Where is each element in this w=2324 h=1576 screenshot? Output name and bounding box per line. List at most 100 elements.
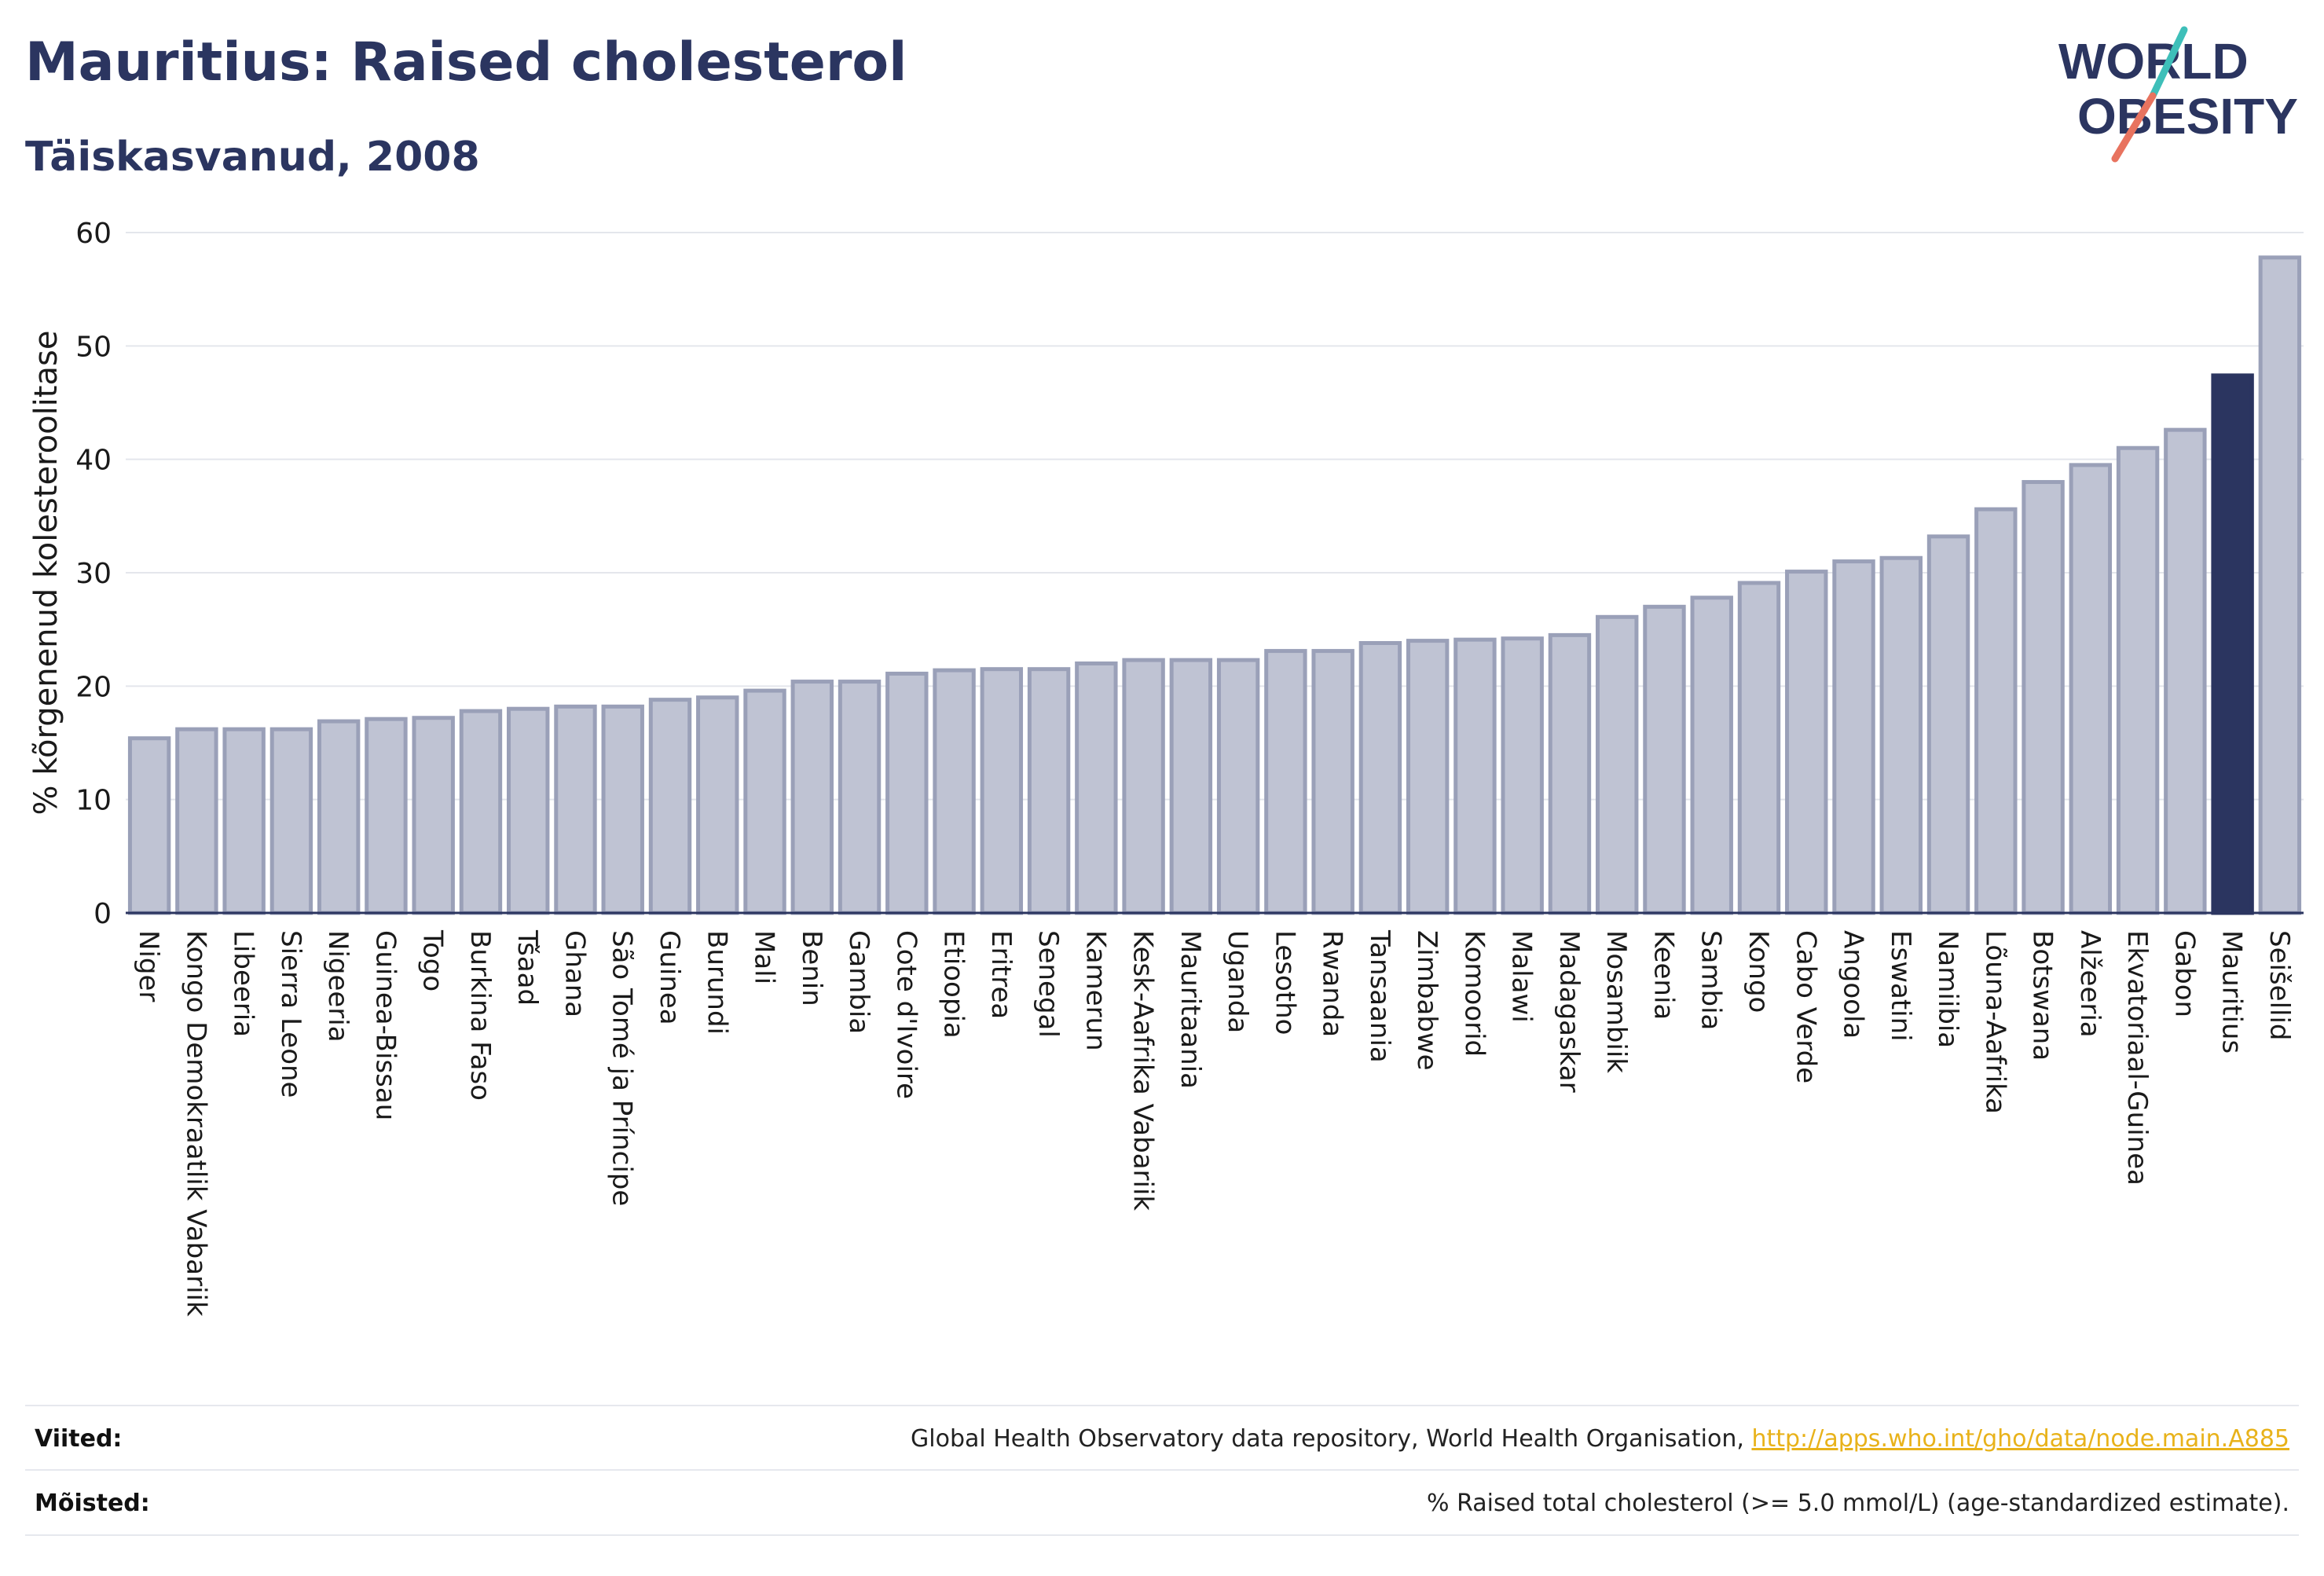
page-subtitle: Täiskasvanud, 2008	[25, 134, 480, 181]
bar	[269, 727, 313, 915]
bar	[2258, 255, 2302, 915]
y-tick-label: 10	[75, 785, 112, 817]
x-tick-label: Gambia	[843, 930, 874, 1034]
x-tick-label: Mauritius	[2216, 930, 2248, 1054]
footer-divider	[25, 1534, 2299, 1536]
bar	[1358, 640, 1402, 915]
x-tick-label: Burkina Faso	[464, 930, 496, 1101]
bar	[412, 716, 455, 915]
bar	[1406, 639, 1450, 915]
bar	[743, 688, 786, 915]
x-tick-label: Etioopia	[938, 930, 970, 1039]
x-tick-label: Togo	[417, 929, 449, 991]
x-tick-label: Ekvatoriaal-Guinea	[2121, 930, 2153, 1186]
x-tick-label: Namiibia	[1932, 930, 1963, 1048]
bar	[1643, 604, 1686, 915]
x-tick-label: Tansaania	[1364, 929, 1395, 1063]
x-tick-label: Sierra Leone	[275, 930, 306, 1098]
sources-value: Global Health Observatory data repositor…	[911, 1425, 2289, 1453]
bar	[885, 671, 929, 915]
x-tick-label: Lõuna-Aafrika	[1979, 930, 2011, 1114]
x-tick-label: Lesotho	[1269, 930, 1300, 1035]
bar-chart: % kõrgenenud kolesteroolitase 0 10 20 30 40 5…	[28, 218, 2304, 1317]
y-tick-label: 60	[75, 218, 112, 250]
bar	[2069, 463, 2113, 915]
y-tick-label: 40	[75, 445, 112, 477]
definitions-row: Mõisted: % Raised total cholesterol (>= …	[25, 1469, 2299, 1535]
definitions-text: % Raised total cholesterol (>= 5.0 mmol/…	[1427, 1490, 2289, 1517]
x-tick-label: São Tomé ja Príncipe	[607, 930, 638, 1206]
sources-text: Global Health Observatory data repositor…	[911, 1425, 1752, 1453]
bar-highlight	[2211, 373, 2254, 915]
bar	[554, 704, 597, 915]
x-tick-label: Kesk-Aafrika Vabariik	[1127, 930, 1159, 1211]
bar	[1926, 534, 1970, 915]
x-tick-label: Mauritaania	[1175, 930, 1206, 1089]
x-tick-label: Komoorid	[1458, 930, 1490, 1057]
bar	[648, 698, 692, 915]
bar	[1169, 658, 1213, 915]
x-tick-label: Nigeeria	[322, 930, 354, 1043]
bar	[1690, 596, 1733, 915]
x-tick-label: Angoola	[1838, 930, 1869, 1039]
x-tick-label: Kongo Demokraatlik Vabariik	[180, 930, 211, 1317]
x-tick-label: Burundi	[701, 930, 732, 1035]
x-tick-label: Niger	[133, 930, 164, 1002]
logo-slash-teal	[2149, 26, 2188, 100]
x-tick-label: Cabo Verde	[1790, 930, 1821, 1083]
x-tick-label: Zimbabwe	[1411, 930, 1442, 1071]
x-tick-label: Guinea-Bissau	[369, 930, 401, 1120]
bar	[1737, 581, 1781, 915]
bar	[838, 680, 882, 915]
bar	[1596, 614, 1639, 915]
bar	[2116, 445, 2160, 915]
bar	[127, 736, 171, 915]
bar	[1785, 570, 1828, 915]
bar	[459, 709, 503, 915]
bar	[1216, 658, 1260, 915]
x-tick-label: Guinea	[654, 930, 685, 1025]
x-tick-label: Rwanda	[1317, 930, 1348, 1037]
x-tick-label: Cote d'Ivoire	[890, 930, 922, 1099]
bar	[1075, 661, 1118, 915]
bar	[1879, 555, 1923, 915]
x-tick-label: Keenia	[1648, 930, 1679, 1020]
x-tick-label: Botswana	[2027, 930, 2058, 1061]
y-axis-label: % kõrgenenud kolesteroolitase	[28, 331, 64, 815]
bar	[2164, 427, 2207, 915]
x-tick-label: Madagaskar	[1553, 930, 1585, 1093]
logo-line1: WORLD	[2058, 33, 2249, 90]
bar	[1974, 507, 2018, 915]
x-tick-label: Eritrea	[985, 930, 1017, 1019]
sources-label: Viited:	[35, 1425, 123, 1453]
bar	[933, 668, 976, 915]
y-tick-label: 30	[75, 558, 112, 590]
logo-line2: OBESITY	[2077, 88, 2298, 145]
x-tick-label: Alžeeria	[2074, 930, 2106, 1038]
page-title: Mauritius: Raised cholesterol	[25, 31, 907, 93]
x-tick-label: Mosambiik	[1600, 930, 1632, 1073]
x-tick-label: Senegal	[1032, 930, 1064, 1038]
x-tick-label: Uganda	[1222, 930, 1253, 1033]
x-tick-label: Malawi	[1506, 930, 1538, 1023]
x-tick-label: Kamerun	[1080, 930, 1111, 1051]
y-tick-label: 0	[93, 898, 112, 930]
bar	[1122, 658, 1165, 915]
sources-row: Viited: Global Health Observatory data r…	[25, 1405, 2299, 1471]
bar	[1027, 667, 1071, 915]
x-tick-label: Libeeria	[228, 930, 259, 1037]
x-tick-label: Kongo	[1743, 930, 1774, 1013]
bar	[980, 667, 1024, 915]
bar	[1264, 649, 1307, 915]
bar	[601, 704, 644, 915]
bar	[790, 680, 834, 915]
bar	[2022, 480, 2065, 915]
bar	[1832, 559, 1875, 915]
bar	[1501, 636, 1544, 915]
world-obesity-logo: WORLD OBESITY	[2058, 26, 2298, 163]
sources-link[interactable]: http://apps.who.int/gho/data/node.main.A…	[1751, 1425, 2289, 1453]
bar	[1548, 632, 1592, 915]
x-tick-label: Ghana	[559, 930, 590, 1017]
x-tick-label: Benin	[796, 930, 827, 1006]
x-tick-label: Seišellid	[2264, 930, 2295, 1041]
